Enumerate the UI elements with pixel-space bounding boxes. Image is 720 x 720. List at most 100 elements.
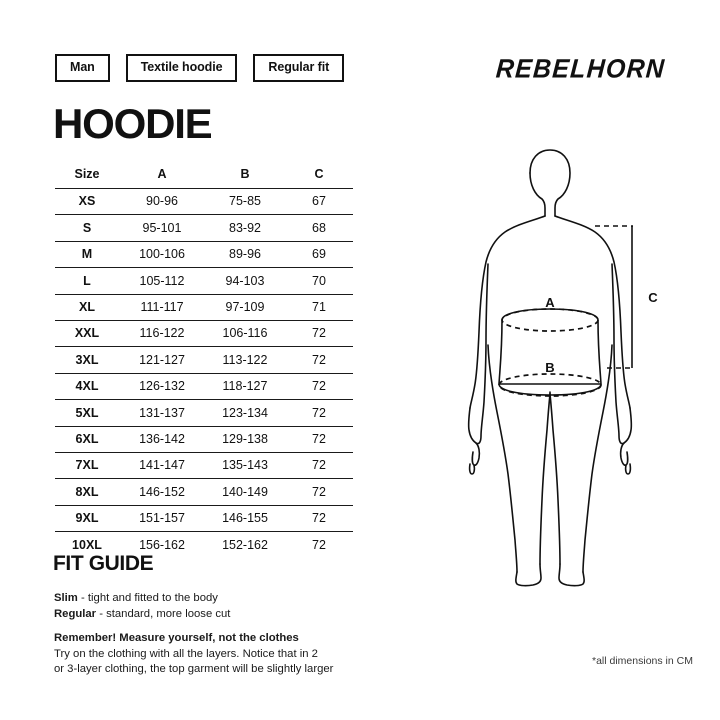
table-row: XXL 116-122 106-116 72 bbox=[55, 320, 353, 346]
cell-size: XL bbox=[79, 300, 95, 314]
cell-a: 121-127 bbox=[139, 352, 185, 367]
cell-size: 9XL bbox=[75, 511, 99, 526]
fit-slim-desc: - tight and fitted to the body bbox=[77, 592, 218, 604]
fit-spacer bbox=[54, 622, 384, 631]
table-row: S 95-101 83-92 68 bbox=[55, 214, 353, 241]
cell-a: 95-101 bbox=[142, 220, 182, 235]
cell-c: 72 bbox=[312, 484, 326, 499]
table-row: 7XL 141-147 135-143 72 bbox=[55, 452, 353, 478]
cell-c: 72 bbox=[312, 431, 326, 446]
table-row: M 100-106 89-96 69 bbox=[55, 241, 353, 267]
cell-b: 146-155 bbox=[222, 511, 268, 526]
fit-guide-text: Slim - tight and fitted to the body Regu… bbox=[54, 591, 384, 678]
cell-a: 136-142 bbox=[139, 431, 185, 446]
column-header-size: Size bbox=[74, 166, 100, 181]
cell-a: 111-117 bbox=[140, 300, 184, 314]
cell-size: 5XL bbox=[75, 405, 99, 420]
table-row: 9XL 151-157 146-155 72 bbox=[55, 505, 353, 531]
size-chart-table: Size A B C XS 90-96 75-85 67 S 95-101 83… bbox=[55, 163, 353, 557]
dimension-label-a: A bbox=[545, 295, 555, 310]
fit-guide-title: FIT GUIDE bbox=[53, 552, 154, 575]
cell-b: 83-92 bbox=[229, 220, 261, 235]
brand-logo: REBELHORN bbox=[494, 54, 666, 84]
cell-a: 116-122 bbox=[139, 326, 185, 341]
cell-c: 72 bbox=[312, 326, 326, 341]
fit-slim-label: Slim bbox=[54, 592, 78, 604]
cell-size: L bbox=[83, 273, 91, 288]
fit-remember-line: Remember! Measure yourself, not the clot… bbox=[54, 632, 299, 644]
cell-c: 72 bbox=[312, 511, 326, 526]
cell-a: 146-152 bbox=[139, 484, 185, 499]
cell-c: 70 bbox=[312, 273, 326, 288]
fit-regular-label: Regular bbox=[54, 607, 97, 620]
cell-size: 7XL bbox=[75, 458, 99, 473]
cell-b: 129-138 bbox=[222, 431, 268, 446]
cell-c: 69 bbox=[312, 247, 326, 262]
cell-size: 6XL bbox=[75, 431, 99, 446]
cell-a: 105-112 bbox=[139, 273, 185, 288]
table-row: 6XL 136-142 129-138 72 bbox=[55, 426, 353, 452]
cell-a: 141-147 bbox=[139, 458, 185, 473]
chest-measure-ellipse bbox=[501, 308, 599, 332]
cell-b: 135-143 bbox=[222, 458, 268, 473]
cell-c: 71 bbox=[312, 300, 326, 314]
tag-gender[interactable]: Man bbox=[55, 54, 110, 82]
cell-size: M bbox=[81, 247, 93, 262]
fit-line-slim: Slim - tight and fitted to the body bbox=[54, 591, 384, 607]
cell-size: 10XL bbox=[72, 537, 102, 552]
cell-a: 90-96 bbox=[146, 194, 178, 209]
tag-fit[interactable]: Regular fit bbox=[253, 54, 345, 82]
dimension-label-b: B bbox=[545, 360, 554, 375]
cell-size: XS bbox=[78, 194, 96, 209]
length-dimension-c: C bbox=[595, 225, 658, 369]
table-row: 10XL 156-162 152-162 72 bbox=[55, 531, 353, 558]
fit-line-regular: Regular - standard, more loose cut bbox=[54, 607, 384, 623]
cell-b: 118-127 bbox=[222, 379, 268, 394]
fit-note-line-1: Try on the clothing with all the layers.… bbox=[54, 647, 318, 660]
page-title: HOODIE bbox=[53, 100, 213, 147]
units-footnote: *all dimensions in CM bbox=[592, 655, 693, 667]
cell-c: 72 bbox=[312, 537, 326, 552]
cell-size: 8XL bbox=[75, 484, 99, 499]
cell-b: 152-162 bbox=[222, 537, 268, 552]
cell-a: 126-132 bbox=[139, 379, 185, 394]
tag-product-type[interactable]: Textile hoodie bbox=[125, 54, 238, 82]
cell-b: 113-122 bbox=[222, 352, 268, 367]
column-header-b: B bbox=[240, 166, 250, 181]
column-header-c: C bbox=[314, 166, 324, 181]
fit-note-line-2: or 3-layer clothing, the top garment wil… bbox=[54, 663, 334, 675]
cell-c: 72 bbox=[312, 379, 326, 394]
cell-size: XXL bbox=[74, 326, 100, 341]
cell-a: 131-137 bbox=[139, 405, 185, 420]
column-header-a: A bbox=[157, 166, 167, 181]
torso-measure-band bbox=[498, 308, 602, 396]
cell-b: 89-96 bbox=[229, 247, 261, 262]
cell-b: 106-116 bbox=[222, 326, 268, 341]
table-row: 8XL 146-152 140-149 72 bbox=[55, 478, 353, 505]
cell-size: S bbox=[82, 220, 92, 235]
cell-c: 72 bbox=[312, 458, 326, 473]
cell-size: 4XL bbox=[75, 379, 99, 394]
body-measurement-diagram: A B C bbox=[455, 140, 685, 590]
cell-size: 3XL bbox=[75, 352, 99, 367]
dimension-label-c: C bbox=[648, 290, 658, 305]
table-row: XL 111-117 97-109 71 bbox=[55, 294, 353, 320]
cell-c: 72 bbox=[312, 405, 326, 420]
cell-c: 72 bbox=[312, 352, 326, 367]
table-header-row: Size A B C bbox=[55, 163, 353, 189]
cell-b: 94-103 bbox=[225, 273, 265, 288]
table-row: 4XL 126-132 118-127 72 bbox=[55, 373, 353, 399]
table-row: 5XL 131-137 123-134 72 bbox=[55, 399, 353, 426]
cell-b: 123-134 bbox=[222, 405, 268, 420]
cell-a: 156-162 bbox=[139, 537, 185, 552]
cell-a: 100-106 bbox=[139, 247, 185, 262]
cell-b: 75-85 bbox=[229, 194, 261, 209]
waist-measure-ellipse bbox=[498, 373, 602, 397]
table-row: 3XL 121-127 113-122 72 bbox=[55, 346, 353, 373]
fit-regular-desc: - standard, more loose cut bbox=[96, 607, 231, 620]
cell-c: 67 bbox=[312, 194, 326, 209]
cell-a: 151-157 bbox=[139, 511, 185, 526]
table-row: XS 90-96 75-85 67 bbox=[55, 188, 353, 215]
table-row: L 105-112 94-103 70 bbox=[55, 267, 353, 294]
table-body: XS 90-96 75-85 67 S 95-101 83-92 68 M 10… bbox=[55, 188, 353, 558]
